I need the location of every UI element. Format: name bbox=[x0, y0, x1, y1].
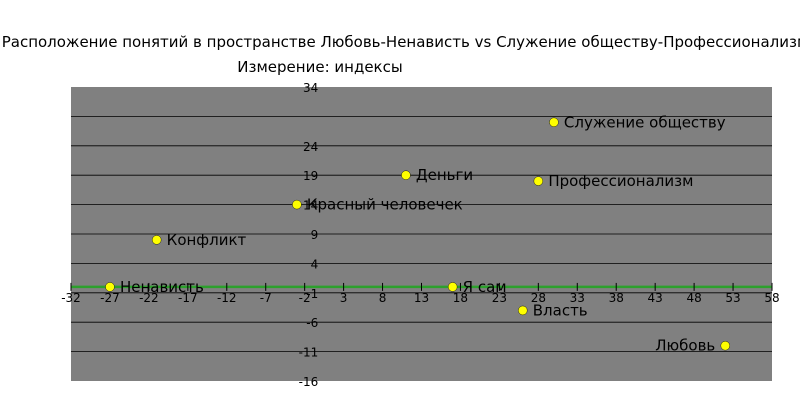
x-axis-ticks: -32 -27 -22 -17 -12 -7 -2 3 8 13 18 23 28 33 38 43 48 53 5… bbox=[61, 282, 780, 305]
y-tick-label: 14 bbox=[303, 199, 318, 213]
x-tick-label: -17 bbox=[178, 291, 198, 305]
data-point bbox=[292, 199, 302, 210]
x-tick-label: 23 bbox=[492, 291, 507, 305]
data-point bbox=[105, 282, 115, 292]
y-axis-ticks: 34 24 19 14 9 4 -1 -6 -11 -16 bbox=[299, 81, 319, 389]
data-point bbox=[518, 305, 528, 316]
x-tick-label: 8 bbox=[379, 291, 387, 305]
y-tick-label: 24 bbox=[303, 140, 318, 154]
chart-subtitle: Измерение: индексы bbox=[237, 58, 402, 76]
data-points: Служение обществу Деньги Профессионализм Кр… bbox=[105, 113, 730, 355]
y-tick-label: 19 bbox=[303, 169, 318, 183]
data-point bbox=[447, 282, 458, 292]
data-point bbox=[549, 117, 559, 127]
x-tick-label: 43 bbox=[648, 291, 663, 305]
x-tick-label: -32 bbox=[61, 291, 81, 305]
data-label: Любовь bbox=[655, 337, 715, 355]
x-tick-label: -22 bbox=[139, 291, 159, 305]
y-tick-label: 34 bbox=[303, 81, 318, 95]
x-tick-label: -2 bbox=[299, 291, 311, 305]
y-tick-label: -11 bbox=[299, 346, 319, 360]
x-tick-label: 28 bbox=[531, 291, 546, 305]
y-tick-label: -6 bbox=[306, 316, 318, 330]
x-tick-label: 48 bbox=[686, 291, 701, 305]
x-tick-label: -12 bbox=[217, 291, 237, 305]
chart-title: Расположение понятий в пространстве Любо… bbox=[2, 33, 800, 51]
data-label: Власть bbox=[533, 301, 588, 319]
y-tick-label: 4 bbox=[311, 257, 319, 271]
data-label: Профессионализм bbox=[548, 172, 693, 190]
data-label: Деньги bbox=[416, 166, 473, 184]
x-tick-label: 53 bbox=[725, 291, 740, 305]
y-tick-label: -16 bbox=[299, 375, 319, 389]
data-label: Я сам bbox=[463, 278, 507, 296]
x-tick-label: 33 bbox=[570, 291, 585, 305]
data-point bbox=[151, 235, 162, 245]
y-tick-label: 9 bbox=[311, 228, 319, 242]
x-tick-label: 58 bbox=[764, 291, 779, 305]
x-tick-label: -7 bbox=[260, 291, 272, 305]
data-label: Ненависть bbox=[120, 278, 204, 296]
data-label: Служение обществу bbox=[564, 113, 726, 131]
data-label: Конфликт bbox=[167, 231, 247, 249]
y-tick-label: -1 bbox=[306, 287, 318, 301]
data-point bbox=[533, 176, 544, 186]
data-label: Красный человечек bbox=[307, 196, 463, 214]
x-tick-label: 18 bbox=[453, 291, 468, 305]
x-tick-label: 13 bbox=[414, 291, 429, 305]
x-tick-label: 38 bbox=[609, 291, 624, 305]
data-point bbox=[401, 170, 411, 180]
x-tick-label: 3 bbox=[340, 291, 348, 305]
data-point bbox=[720, 341, 730, 351]
x-tick-label: -27 bbox=[100, 291, 120, 305]
